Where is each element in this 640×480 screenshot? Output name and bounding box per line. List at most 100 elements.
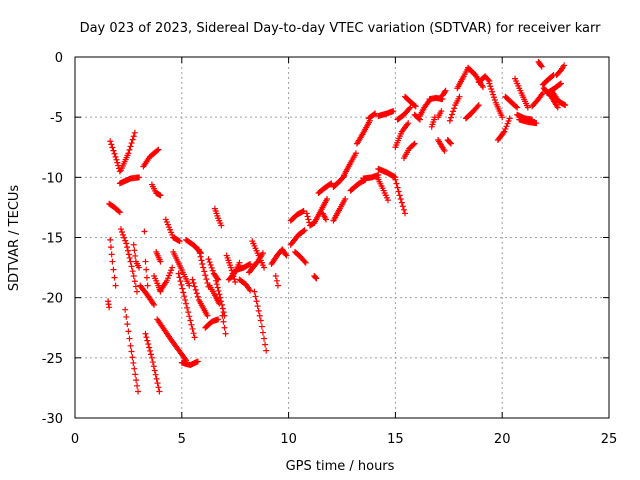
data-point [130,359,137,366]
data-point [123,313,130,320]
data-point [490,94,497,101]
data-point [142,258,149,265]
data-point [204,312,211,319]
data-point [106,304,113,311]
data-point [282,251,289,258]
data-point [222,330,229,337]
data-point [168,267,175,274]
data-point [154,147,161,154]
y-tick-label: -5 [50,111,63,126]
data-point [501,128,508,135]
data-point [371,111,378,118]
data-point [231,276,238,283]
data-point [150,300,157,307]
data-point [441,147,448,154]
data-point [128,140,135,147]
data-point [190,330,197,337]
data-point [127,342,134,349]
data-point [121,234,128,241]
data-point [438,108,445,115]
data-point [220,318,227,325]
data-point [216,291,223,298]
data-point [143,274,150,281]
data-point [407,104,414,111]
data-point [126,146,133,153]
data-point [132,252,139,259]
data-point [127,143,134,150]
data-point [262,341,269,348]
data-point [132,283,139,290]
data-point [259,329,266,336]
data-point [154,380,161,387]
data-point [206,259,213,266]
data-point [108,251,115,258]
data-point [449,111,456,118]
data-point [125,328,132,335]
data-point [134,382,141,389]
data-point [486,80,493,87]
x-tick-label: 10 [280,432,297,447]
data-point [322,216,329,223]
data-points [105,58,569,395]
data-point [562,102,569,109]
data-point [252,293,259,300]
data-point [304,213,311,220]
data-point [450,108,457,115]
data-point [213,281,220,288]
data-point [214,284,221,291]
data-point [150,363,157,370]
data-point [214,275,221,282]
data-point [491,96,498,103]
data-point [513,103,520,110]
data-point [180,289,187,296]
data-point [474,103,481,110]
data-point [503,123,510,130]
data-point [144,282,151,289]
data-point [218,222,225,229]
data-point [200,264,207,271]
data-point [129,354,136,361]
data-point [110,266,117,273]
x-axis-label: GPS time / hours [286,459,395,474]
data-point [232,279,239,286]
data-point [410,141,417,148]
data-point [549,72,556,79]
data-point [219,312,226,319]
data-point [178,281,185,288]
data-point [112,153,119,160]
data-point [415,115,422,122]
data-point [130,133,137,140]
data-point [217,294,224,301]
data-point [400,206,407,213]
data-point [113,156,120,163]
x-tick-label: 5 [178,432,186,447]
data-point [151,301,158,308]
data-point [194,358,201,365]
data-point [411,140,418,147]
data-point [156,388,163,395]
data-point [538,63,545,70]
data-point [395,188,402,195]
data-point [115,208,122,215]
data-point [303,210,310,217]
data-point [192,286,199,293]
data-point [188,321,195,328]
data-point [143,334,150,341]
y-axis: 0 -5 -10 -15 -20 -25 -30 [42,51,609,427]
data-point [301,227,308,234]
data-point [135,388,142,395]
data-point [191,283,198,290]
x-axis: 0 5 10 15 20 25 [71,57,617,447]
data-point [201,268,208,275]
data-point [251,288,258,295]
data-point [133,377,140,384]
data-point [479,84,486,91]
data-point [263,347,270,354]
data-point [488,85,495,92]
data-point [145,341,152,348]
data-point [163,277,170,284]
data-point [447,140,454,147]
data-point [147,351,154,358]
data-point [184,304,191,311]
